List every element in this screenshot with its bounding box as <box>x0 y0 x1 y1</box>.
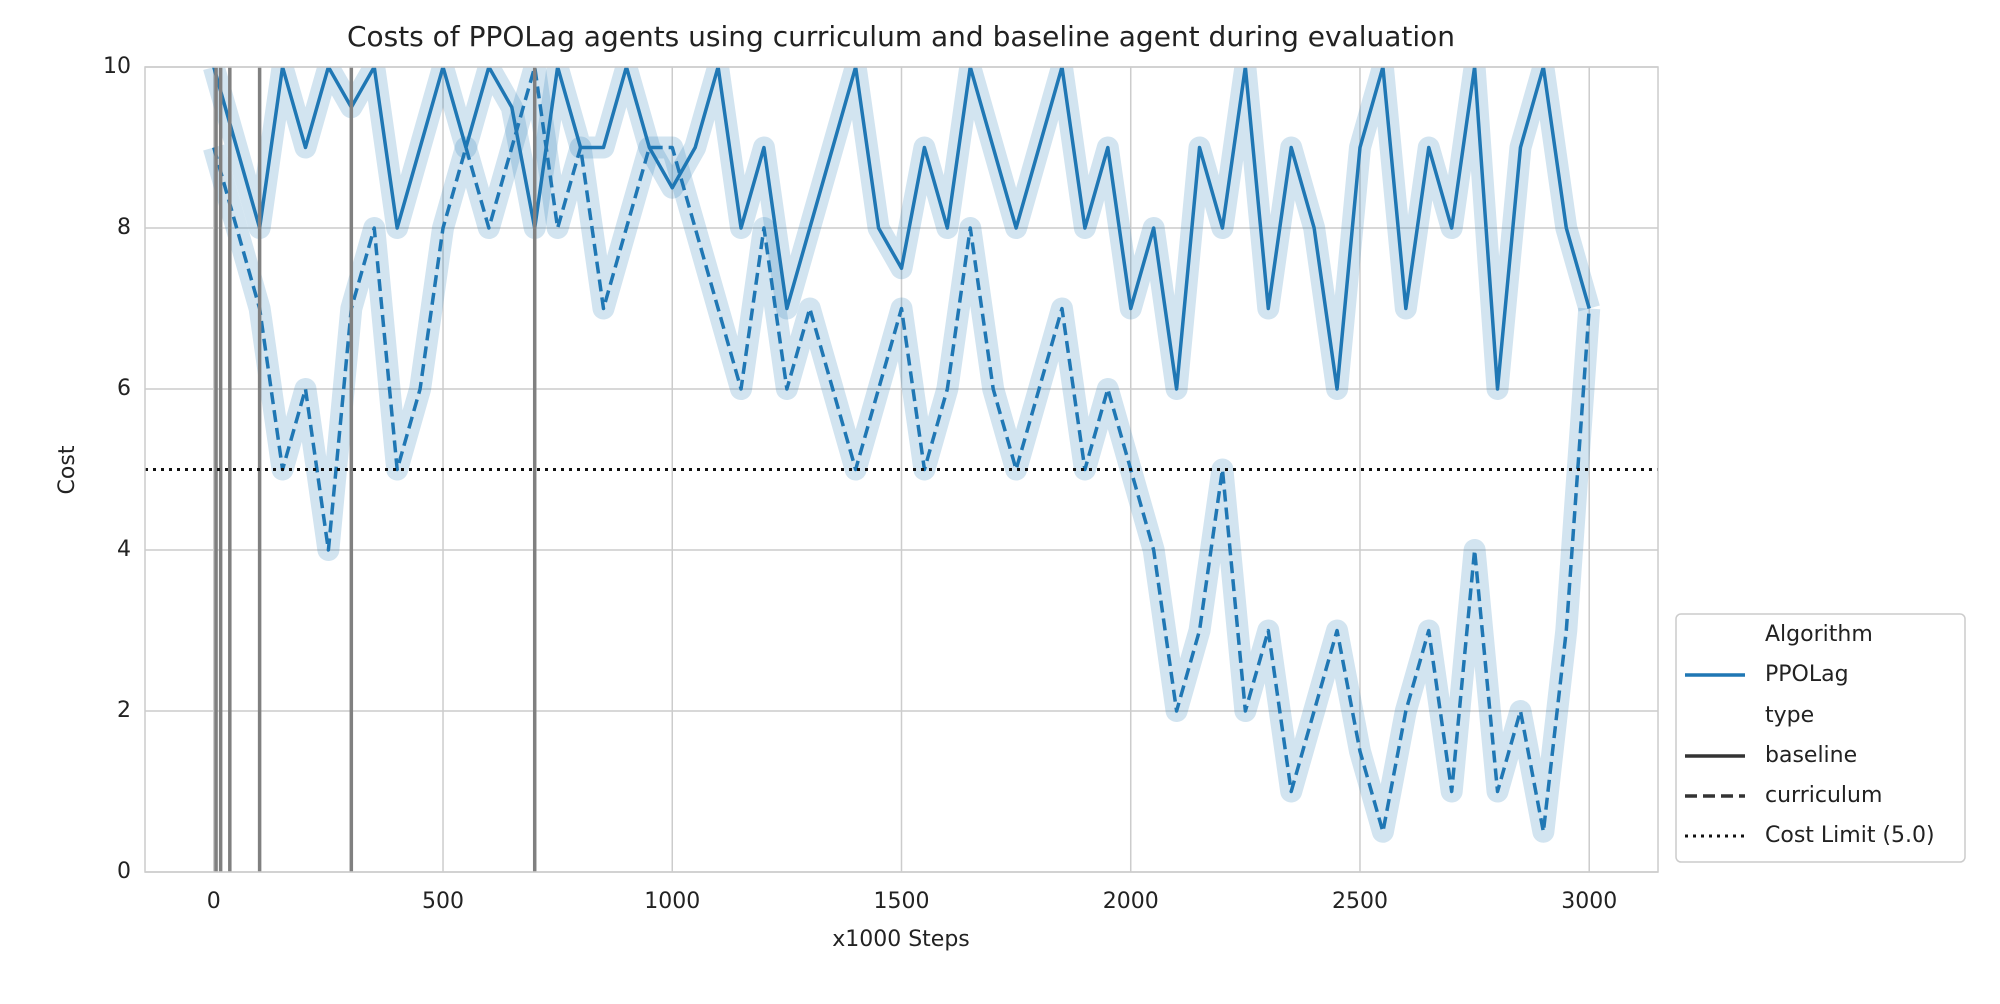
series-line <box>212 67 1591 834</box>
y-tick-label: 6 <box>117 376 131 401</box>
x-tick-label: 0 <box>207 889 221 914</box>
legend-box <box>1675 613 1966 863</box>
y-tick-label: 8 <box>117 215 131 240</box>
marks <box>145 67 1658 872</box>
x-axis-label: x1000 Steps <box>832 927 970 952</box>
legend-label: curriculum <box>1765 783 1882 808</box>
legend-heading: Algorithm <box>1765 622 1873 647</box>
x-tick-label: 1000 <box>644 889 700 914</box>
y-tick-label: 0 <box>117 859 131 884</box>
x-tick-label: 3000 <box>1561 889 1617 914</box>
y-tick-label: 4 <box>117 537 131 562</box>
x-tick-label: 500 <box>422 889 464 914</box>
x-tick-label: 1500 <box>874 889 930 914</box>
y-tick-label: 2 <box>117 698 131 723</box>
chart-title: Costs of PPOLag agents using curriculum … <box>347 20 1455 53</box>
plot-frame <box>144 66 1659 873</box>
y-axis-label: Cost <box>55 445 80 494</box>
legend-label: Cost Limit (5.0) <box>1765 823 1935 848</box>
legend-heading: type <box>1765 703 1814 728</box>
legend: Algorithm PPOLag type baseline curriculum Cos… <box>1675 613 1966 863</box>
series-line <box>212 67 1591 391</box>
legend-label: PPOLag <box>1765 662 1849 687</box>
y-tick-label: 10 <box>103 54 131 79</box>
x-tick-label: 2000 <box>1103 889 1159 914</box>
x-tick-label: 2500 <box>1332 889 1388 914</box>
legend-label: baseline <box>1765 743 1857 768</box>
